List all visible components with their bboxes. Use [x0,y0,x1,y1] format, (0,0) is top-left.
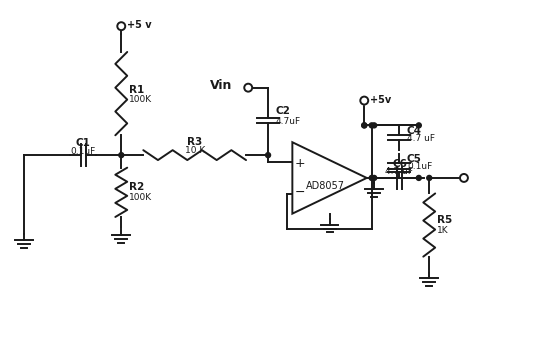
Text: 1K: 1K [437,225,449,235]
Circle shape [369,175,374,181]
Circle shape [360,97,368,104]
Text: Vin: Vin [210,79,232,92]
Text: R3: R3 [187,137,202,147]
Text: +5v: +5v [370,95,392,105]
Text: C5: C5 [407,154,422,164]
Circle shape [460,174,468,182]
Text: +: + [295,157,306,170]
Text: 100K: 100K [129,95,152,104]
Text: C6: C6 [392,159,407,169]
Circle shape [244,84,252,92]
Circle shape [427,175,432,181]
Text: −: − [295,186,306,199]
Text: R1: R1 [129,85,145,95]
Circle shape [372,175,377,181]
Text: 0.1uF: 0.1uF [407,162,432,171]
Circle shape [362,123,367,128]
Circle shape [372,123,377,128]
Text: R5: R5 [437,215,453,225]
Text: C1: C1 [75,138,90,148]
Text: 100K: 100K [129,193,152,202]
Circle shape [416,175,421,181]
Text: 0.1uF: 0.1uF [70,147,95,156]
Text: 4.7 uF: 4.7 uF [407,134,435,143]
Text: C4: C4 [407,125,422,136]
Circle shape [119,153,124,158]
Text: 4.7uF: 4.7uF [276,117,301,126]
Circle shape [362,123,367,128]
Text: 4.7 uF: 4.7 uF [386,168,414,176]
Circle shape [266,153,271,158]
Text: 10 K: 10 K [185,146,205,155]
Text: +5 v: +5 v [127,20,152,30]
Circle shape [117,22,125,30]
Text: C2: C2 [276,106,291,117]
Text: AD8057: AD8057 [306,181,345,191]
Circle shape [369,123,374,128]
Circle shape [416,123,421,128]
Text: R2: R2 [129,182,145,192]
